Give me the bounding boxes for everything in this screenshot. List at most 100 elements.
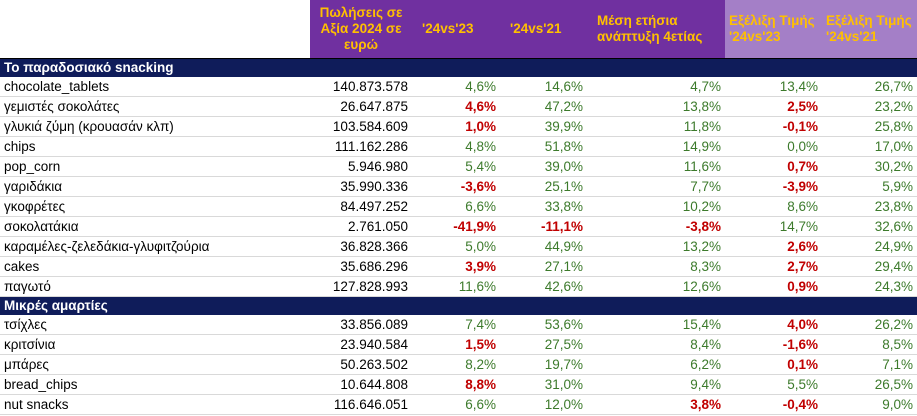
sales-value: 103.584.609 xyxy=(310,116,412,137)
yoy23-value: 4,6% xyxy=(412,96,500,117)
category-name: bread_chips xyxy=(0,374,310,395)
category-name: γεμιστές σοκολάτες xyxy=(0,96,310,117)
header-blank xyxy=(0,0,310,59)
table-row: τσίχλες 33.856.089 7,4% 53,6% 15,4% 4,0% 26,2% xyxy=(0,315,917,335)
yoy21-value: 33,8% xyxy=(500,196,587,217)
cagr-value: 12,6% xyxy=(587,276,725,297)
sales-value: 5.946.980 xyxy=(310,156,412,177)
table-row: nut snacks 116.646.051 6,6% 12,0% 3,8% -0,4% 9… xyxy=(0,394,917,415)
category-name: παγωτό xyxy=(0,276,310,297)
price23-value: 0,9% xyxy=(725,276,822,297)
yoy23-value: 1,5% xyxy=(412,334,500,355)
header-price23: Εξέλιξη Τιμής '24vs'23 xyxy=(725,0,822,59)
price23-value: -1,6% xyxy=(725,334,822,355)
yoy23-value: 11,6% xyxy=(412,276,500,297)
category-name: μπάρες xyxy=(0,354,310,375)
price23-value: 2,5% xyxy=(725,96,822,117)
yoy21-value: 53,6% xyxy=(500,315,587,335)
section-header: Μικρές αμαρτίες xyxy=(0,296,917,315)
section-title: Μικρές αμαρτίες xyxy=(0,296,917,315)
cagr-value: 11,6% xyxy=(587,156,725,177)
sales-value: 33.856.089 xyxy=(310,315,412,335)
price21-value: 8,5% xyxy=(822,334,917,355)
category-name: γλυκιά ζύμη (κρουασάν κλπ) xyxy=(0,116,310,137)
yoy23-value: 5,4% xyxy=(412,156,500,177)
sales-value: 10.644.808 xyxy=(310,374,412,395)
yoy21-value: 42,6% xyxy=(500,276,587,297)
yoy21-value: 44,9% xyxy=(500,236,587,257)
category-name: chocolate_tablets xyxy=(0,77,310,97)
cagr-value: 8,3% xyxy=(587,256,725,277)
price21-value: 17,0% xyxy=(822,136,917,157)
cagr-value: 13,8% xyxy=(587,96,725,117)
yoy21-value: 39,0% xyxy=(500,156,587,177)
category-name: pop_corn xyxy=(0,156,310,177)
price23-value: 4,0% xyxy=(725,315,822,335)
cagr-value: 15,4% xyxy=(587,315,725,335)
price23-value: -3,9% xyxy=(725,176,822,197)
price21-value: 32,6% xyxy=(822,216,917,237)
category-name: γαριδάκια xyxy=(0,176,310,197)
sales-value: 35.990.336 xyxy=(310,176,412,197)
sales-value: 140.873.578 xyxy=(310,77,412,97)
price21-value: 9,0% xyxy=(822,394,917,415)
yoy23-value: 4,8% xyxy=(412,136,500,157)
price23-value: -0,1% xyxy=(725,116,822,137)
category-name: γκοφρέτες xyxy=(0,196,310,217)
yoy21-value: 31,0% xyxy=(500,374,587,395)
table-row: chips 111.162.286 4,8% 51,8% 14,9% 0,0% 17,0% xyxy=(0,136,917,157)
cagr-value: 7,7% xyxy=(587,176,725,197)
price21-value: 23,8% xyxy=(822,196,917,217)
yoy21-value: 47,2% xyxy=(500,96,587,117)
price21-value: 5,9% xyxy=(822,176,917,197)
yoy21-value: 25,1% xyxy=(500,176,587,197)
category-name: καραμέλες-ζελεδάκια-γλυφιτζούρια xyxy=(0,236,310,257)
cagr-value: 10,2% xyxy=(587,196,725,217)
price21-value: 26,2% xyxy=(822,315,917,335)
header-sales: Πωλήσεις σε Αξία 2024 σε ευρώ xyxy=(310,0,412,59)
price21-value: 24,3% xyxy=(822,276,917,297)
price23-value: 14,7% xyxy=(725,216,822,237)
table-row: κριτσίνια 23.940.584 1,5% 27,5% 8,4% -1,6% 8,5… xyxy=(0,334,917,355)
cagr-value: 6,2% xyxy=(587,354,725,375)
cagr-value: -3,8% xyxy=(587,216,725,237)
section-header: Το παραδοσιακό snacking xyxy=(0,58,917,77)
price21-value: 23,2% xyxy=(822,96,917,117)
table-row: μπάρες 50.263.502 8,2% 19,7% 6,2% 0,1% 7,1% xyxy=(0,354,917,375)
yoy21-value: 19,7% xyxy=(500,354,587,375)
yoy23-value: 6,6% xyxy=(412,394,500,415)
sales-value: 50.263.502 xyxy=(310,354,412,375)
price21-value: 26,5% xyxy=(822,374,917,395)
yoy23-value: 7,4% xyxy=(412,315,500,335)
category-name: nut snacks xyxy=(0,394,310,415)
sales-value: 127.828.993 xyxy=(310,276,412,297)
table-row: παγωτό 127.828.993 11,6% 42,6% 12,6% 0,9% 24,3… xyxy=(0,276,917,297)
sales-value: 84.497.252 xyxy=(310,196,412,217)
yoy23-value: 6,6% xyxy=(412,196,500,217)
yoy23-value: 8,8% xyxy=(412,374,500,395)
price21-value: 24,9% xyxy=(822,236,917,257)
table-row: γαριδάκια 35.990.336 -3,6% 25,1% 7,7% -3,9% 5,… xyxy=(0,176,917,197)
price23-value: 5,5% xyxy=(725,374,822,395)
cagr-value: 13,2% xyxy=(587,236,725,257)
yoy23-value: 3,9% xyxy=(412,256,500,277)
sales-value: 36.828.366 xyxy=(310,236,412,257)
sales-value: 23.940.584 xyxy=(310,334,412,355)
yoy21-value: 14,6% xyxy=(500,77,587,97)
header-cagr: Μέση ετήσια ανάπτυξη 4ετίας xyxy=(587,0,725,59)
yoy21-value: 27,5% xyxy=(500,334,587,355)
category-name: κριτσίνια xyxy=(0,334,310,355)
price23-value: 0,0% xyxy=(725,136,822,157)
yoy23-value: -3,6% xyxy=(412,176,500,197)
sales-value: 35.686.296 xyxy=(310,256,412,277)
yoy23-value: 5,0% xyxy=(412,236,500,257)
price23-value: 8,6% xyxy=(725,196,822,217)
yoy21-value: 51,8% xyxy=(500,136,587,157)
table-row: γκοφρέτες 84.497.252 6,6% 33,8% 10,2% 8,6% 23,… xyxy=(0,196,917,217)
yoy21-value: 27,1% xyxy=(500,256,587,277)
price23-value: 2,7% xyxy=(725,256,822,277)
price21-value: 29,4% xyxy=(822,256,917,277)
price23-value: 0,7% xyxy=(725,156,822,177)
sales-value: 26.647.875 xyxy=(310,96,412,117)
yoy23-value: -41,9% xyxy=(412,216,500,237)
